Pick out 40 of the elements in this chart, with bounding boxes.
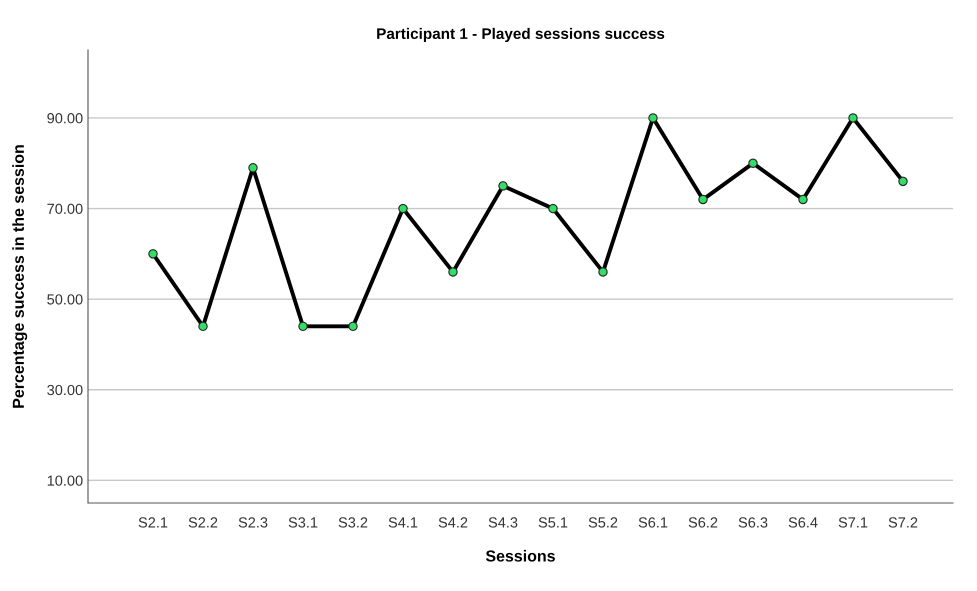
- x-tick-label: S2.3: [238, 517, 268, 528]
- y-tick-label: 10.00: [48, 475, 83, 486]
- point: [448, 267, 458, 277]
- x-axis-title: Sessions: [486, 550, 555, 562]
- point: [348, 322, 358, 332]
- point: [198, 322, 208, 332]
- chart-title: Participant 1 - Played sessions success: [377, 28, 664, 42]
- x-tick-label: S2.2: [188, 517, 218, 528]
- x-tick-label: S7.1: [838, 517, 868, 528]
- x-tick-label: S6.3: [738, 517, 768, 528]
- point: [798, 194, 808, 204]
- x-tick-label: S6.1: [638, 517, 668, 528]
- point: [598, 267, 608, 277]
- point: [298, 322, 308, 332]
- x-tick-label: S5.1: [538, 517, 568, 528]
- y-tick-label: 90.00: [47, 113, 83, 124]
- y-tick-label: 70.00: [47, 204, 83, 214]
- point: [748, 158, 758, 168]
- y-tick-label: 30.00: [47, 384, 83, 396]
- point: [548, 204, 558, 214]
- x-tick-label: S6.2: [688, 517, 718, 528]
- point: [898, 176, 908, 186]
- x-tick-label: S3.1: [288, 517, 318, 528]
- point: [698, 194, 708, 204]
- x-tick-label: S4.2: [438, 517, 468, 528]
- x-tick-label: S2.1: [138, 517, 168, 528]
- point: [648, 113, 658, 123]
- point: [398, 204, 408, 214]
- x-tick-label: S7.2: [888, 517, 918, 528]
- point: [248, 163, 258, 172]
- x-tick-label: S6.4: [788, 517, 818, 528]
- point: [498, 181, 508, 191]
- x-tick-label: S4.1: [388, 517, 418, 528]
- point: [848, 113, 858, 123]
- x-tick-label: S4.3: [488, 517, 518, 528]
- x-tick-label: S5.2: [588, 517, 618, 528]
- y-axis-title: Percentage success in the session: [12, 145, 28, 408]
- y-tick-label: 50.00: [47, 294, 83, 305]
- point: [148, 249, 158, 259]
- x-tick-label: S3.2: [338, 517, 368, 528]
